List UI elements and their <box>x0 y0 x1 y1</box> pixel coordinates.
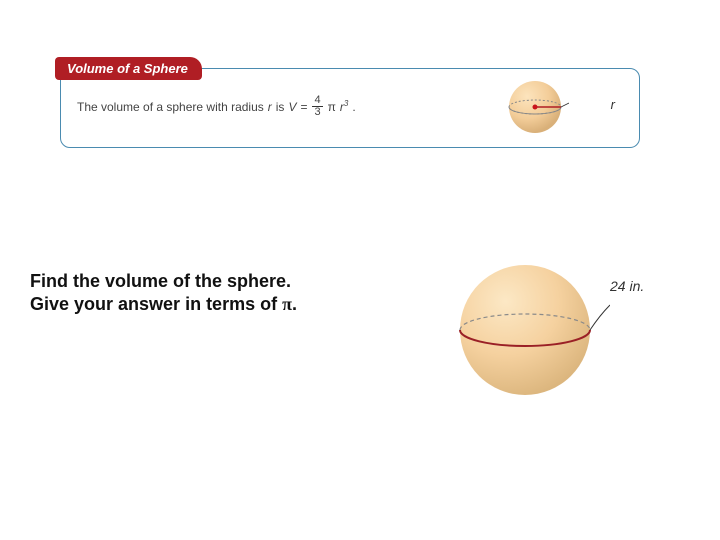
formula-text-is: is <box>276 100 285 114</box>
fraction-denominator: 3 <box>312 107 322 118</box>
prompt-pi: π <box>282 294 292 314</box>
mini-sphere-center-dot <box>533 105 538 110</box>
fraction-four-thirds: 4 3 <box>312 95 322 118</box>
formula-text-prefix: The volume of a sphere with radius <box>77 100 264 114</box>
formula-r: r3 <box>340 99 348 114</box>
problem-prompt: Find the volume of the sphere. Give your… <box>30 270 297 317</box>
mini-sphere-diagram <box>505 77 569 146</box>
equals-sign: = <box>300 100 307 114</box>
formula-callout: Volume of a Sphere The volume of a spher… <box>60 68 640 148</box>
problem-sphere-body <box>460 265 590 395</box>
prompt-line-1: Find the volume of the sphere. <box>30 270 297 293</box>
callout-body: The volume of a sphere with radius r is … <box>77 95 356 118</box>
pi-symbol: π <box>328 100 336 114</box>
radius-variable: r <box>268 100 272 114</box>
problem-sphere-diameter-label: 24 in. <box>610 278 644 294</box>
problem-sphere-diagram <box>450 255 610 420</box>
mini-sphere-label-leader <box>561 103 569 107</box>
callout-title: Volume of a Sphere <box>55 57 202 80</box>
prompt-line-2: Give your answer in terms of π. <box>30 293 297 316</box>
mini-sphere-radius-label: r <box>611 97 615 112</box>
volume-variable: V <box>288 100 296 114</box>
formula-period: . <box>352 100 355 114</box>
problem-sphere-label-leader <box>590 305 610 330</box>
